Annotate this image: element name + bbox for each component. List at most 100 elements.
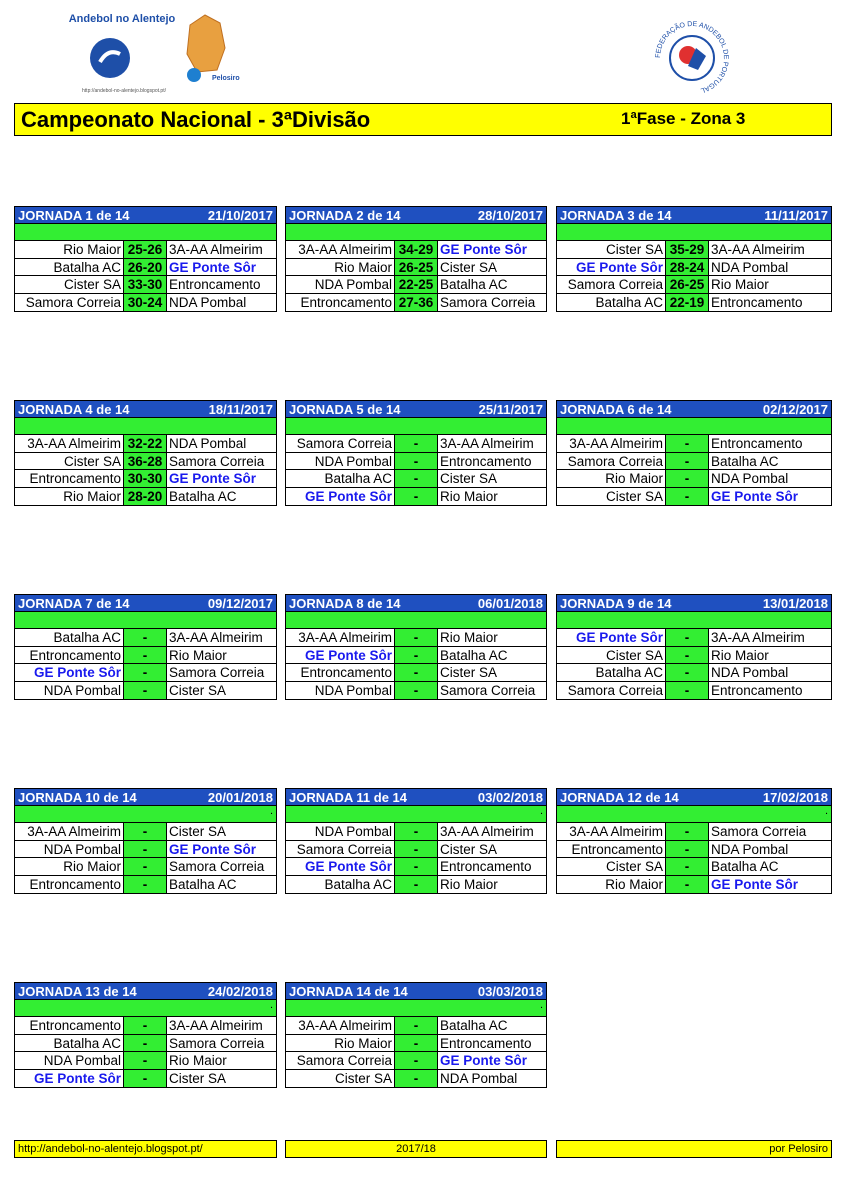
- score: -: [395, 858, 438, 876]
- score: -: [666, 664, 709, 682]
- away-team: GE Ponte Sôr: [167, 841, 276, 858]
- home-team: 3A-AA Almeirim: [286, 629, 395, 647]
- round-title: JORNADA 4 de 14: [18, 402, 130, 417]
- matches: 3A-AA Almeirim 32-22 NDA Pombal Cister SA 36…: [14, 435, 277, 506]
- home-team: Rio Maior: [286, 1034, 395, 1052]
- round-spacer: [285, 612, 547, 629]
- score: -: [666, 858, 709, 876]
- round-title: JORNADA 5 de 14: [289, 402, 401, 417]
- home-team: Cister SA: [557, 241, 666, 259]
- round-spacer: [14, 418, 277, 435]
- away-team: Samora Correia: [440, 682, 536, 698]
- round-spacer: [556, 418, 832, 435]
- home-team: NDA Pombal: [286, 276, 395, 294]
- home-team: Batalha AC: [557, 293, 666, 311]
- matches: 3A-AA Almeirim - Batalha AC Rio Maior - Entro…: [285, 1017, 547, 1088]
- round-header: JORNADA 5 de 14 25/11/2017: [285, 400, 547, 418]
- away-team: Samora Correia: [440, 294, 536, 310]
- round-spacer: [14, 612, 277, 629]
- away-team: Cister SA: [438, 664, 546, 682]
- round-date: 28/10/2017: [477, 208, 543, 223]
- away-team: GE Ponte Sôr: [711, 488, 799, 504]
- home-team: NDA Pombal: [15, 1052, 124, 1070]
- round-title: JORNADA 12 de 14: [560, 790, 679, 805]
- away-team: Entroncamento: [709, 435, 831, 453]
- score: -: [666, 435, 709, 453]
- round-title: JORNADA 1 de 14: [18, 208, 130, 223]
- score: -: [395, 823, 438, 841]
- score: 22-25: [395, 276, 438, 294]
- score: -: [395, 487, 438, 505]
- round-header: JORNADA 1 de 14 21/10/2017: [14, 206, 277, 224]
- score: -: [124, 840, 167, 858]
- logo-brand: Pelosiro: [212, 75, 240, 82]
- away-team: NDA Pombal: [709, 470, 831, 488]
- round-date: 20/01/2018: [207, 790, 273, 805]
- away-team: Rio Maior: [440, 876, 498, 892]
- round: JORNADA 11 de 14 03/02/2018. NDA Pombal -3A…: [285, 788, 547, 912]
- away-team: Cister SA: [438, 259, 546, 276]
- round-spacer: .: [285, 1000, 547, 1017]
- home-team: Entroncamento: [15, 646, 124, 664]
- logo-map: [186, 14, 226, 73]
- round: JORNADA 4 de 14 18/11/2017 3A-AA Almeirim 3…: [14, 400, 277, 524]
- away-team: Batalha AC: [169, 876, 237, 892]
- round-title: JORNADA 11 de 14: [289, 790, 408, 805]
- score: -: [666, 470, 709, 488]
- home-team: Entroncamento: [15, 470, 124, 488]
- round-header: JORNADA 9 de 14 13/01/2018: [556, 594, 832, 612]
- score: 27-36: [395, 293, 438, 311]
- home-team: Rio Maior: [15, 487, 124, 505]
- away-team: NDA Pombal: [440, 1070, 518, 1086]
- away-team: GE Ponte Sôr: [167, 470, 276, 488]
- score: 26-20: [124, 258, 167, 276]
- score: -: [395, 1052, 438, 1070]
- round-title: JORNADA 2 de 14: [289, 208, 401, 223]
- round-header: JORNADA 10 de 14 20/01/2018: [14, 788, 277, 806]
- home-team: Batalha AC: [286, 875, 395, 893]
- round-date: 03/03/2018: [477, 984, 543, 999]
- score: -: [395, 840, 438, 858]
- home-team: Rio Maior: [557, 875, 666, 893]
- away-team: Samora Correia: [167, 858, 276, 876]
- round-title: JORNADA 6 de 14: [560, 402, 672, 417]
- matches: 3A-AA Almeirim - Cister SA NDA Pombal - GE Po…: [14, 823, 277, 894]
- round-date: 25/11/2017: [478, 402, 543, 417]
- away-team: Entroncamento: [438, 453, 546, 470]
- home-team: 3A-AA Almeirim: [557, 435, 666, 453]
- round-spacer: [14, 224, 277, 241]
- away-team: Batalha AC: [709, 858, 831, 876]
- home-team: 3A-AA Almeirim: [286, 1017, 395, 1035]
- away-team: Entroncamento: [438, 1035, 546, 1052]
- home-team: Entroncamento: [286, 293, 395, 311]
- round-title: JORNADA 10 de 14: [18, 790, 137, 805]
- home-team: Rio Maior: [286, 258, 395, 276]
- home-team: 3A-AA Almeirim: [15, 823, 124, 841]
- home-team: Entroncamento: [557, 840, 666, 858]
- round-header: JORNADA 2 de 14 28/10/2017: [285, 206, 547, 224]
- logo-title: Andebol no Alentejo: [69, 13, 176, 25]
- round: JORNADA 13 de 14 24/02/2018. Entroncamento…: [14, 982, 277, 1106]
- logo-ball: [90, 38, 130, 78]
- title: Campeonato Nacional - 3ªDivisão: [21, 107, 371, 132]
- away-team: 3A-AA Almeirim: [709, 241, 831, 259]
- home-team: GE Ponte Sôr: [557, 629, 666, 647]
- away-team: Samora Correia: [167, 1035, 276, 1052]
- away-team: 3A-AA Almeirim: [438, 823, 546, 841]
- away-team: NDA Pombal: [709, 259, 831, 276]
- score: -: [666, 875, 709, 893]
- score: -: [124, 646, 167, 664]
- round-title: JORNADA 7 de 14: [18, 596, 130, 611]
- away-team: Entroncamento: [438, 858, 546, 876]
- round-header: JORNADA 6 de 14 02/12/2017: [556, 400, 832, 418]
- away-team: 3A-AA Almeirim: [709, 629, 831, 647]
- home-team: Batalha AC: [557, 664, 666, 682]
- score: -: [124, 823, 167, 841]
- round-date: 06/01/2018: [477, 596, 543, 611]
- matches: Rio Maior 25-26 3A-AA Almeirim Batalha AC 26…: [14, 241, 277, 312]
- round: JORNADA 5 de 14 25/11/2017 Samora Correia -…: [285, 400, 547, 524]
- score: 36-28: [124, 452, 167, 470]
- score: -: [395, 646, 438, 664]
- logos: Andebol no Alentejo Pelosiro http://ande…: [69, 13, 729, 94]
